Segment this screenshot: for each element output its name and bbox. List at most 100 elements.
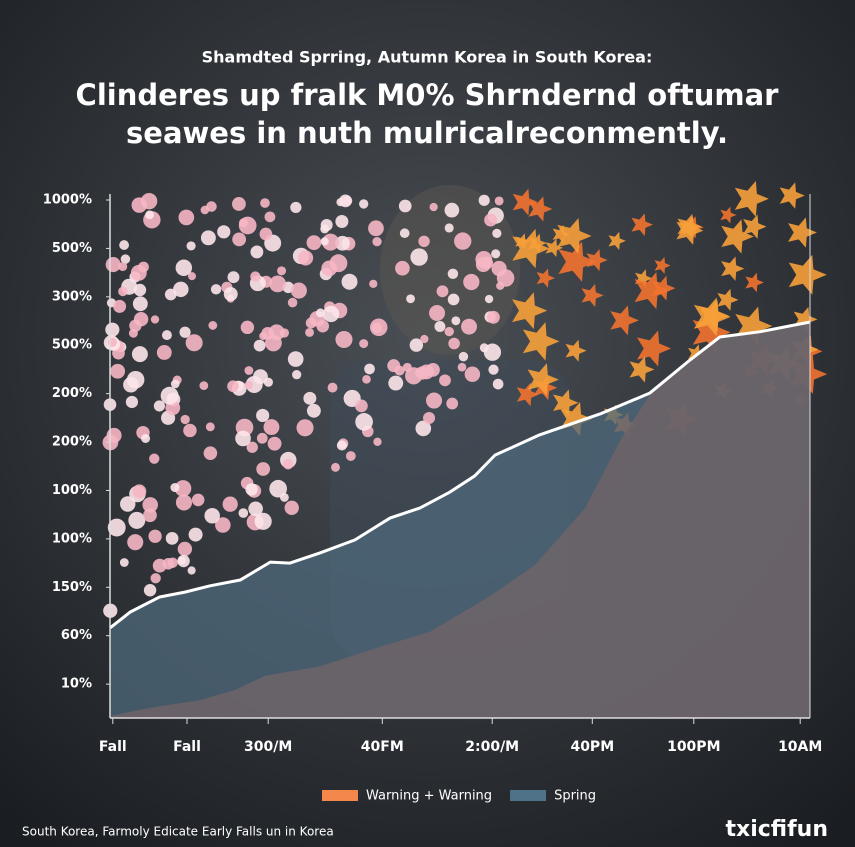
blossom [110,363,126,379]
x-tick-label: 100PM [667,739,720,755]
leaf [720,206,737,224]
blossom [359,339,369,349]
leaf [553,389,579,417]
blossom [170,379,180,389]
blossom [420,334,429,344]
blossom [296,419,314,437]
blossom [150,315,160,324]
blossom [118,286,128,297]
x-tick-label: 40FM [361,739,404,755]
blossom [287,351,304,367]
y-tick-label: 100% [52,531,92,546]
decoration [102,180,828,618]
blossom [429,202,438,212]
blossom [444,223,454,233]
brand: txicfifun [726,817,829,842]
blossom [496,281,505,290]
blossom [183,423,197,438]
blossom [206,201,217,212]
blossom [447,268,459,280]
blossom [105,322,120,337]
blossom [269,275,287,293]
leaf [745,272,764,293]
blossom [444,326,454,337]
leaf [717,288,739,311]
blossom [133,311,149,327]
blossom [488,364,499,375]
blossom [336,440,348,451]
leaf [654,257,671,274]
blossom [127,534,144,551]
blossom [256,462,271,476]
leaf [536,268,555,288]
blossom [277,266,287,276]
leaf [512,292,548,330]
blossom [253,369,268,384]
blossom [253,339,266,352]
blossom [345,451,356,461]
blossom [132,484,147,499]
blossom [478,194,490,206]
blossom [185,334,203,352]
blossom [494,196,504,206]
leaf [721,256,745,281]
blossom [372,236,382,247]
blossom [457,362,467,372]
blossom [425,392,443,409]
blossom [284,500,299,516]
blossom [165,532,179,545]
blossom [118,262,128,272]
blossom [298,250,314,266]
blossom [368,220,384,237]
y-tick-label: 500% [52,241,92,256]
blossom [454,232,472,250]
blossom [355,413,373,431]
blossom [217,225,231,239]
leaf [545,238,563,258]
blossom [355,399,368,413]
blossom [246,441,258,453]
leaf [788,217,817,248]
blossom [119,240,129,251]
y-tick-label: 100% [52,483,92,498]
blossom [306,403,321,418]
blossom [429,305,446,322]
leaf [651,275,676,301]
blossom [267,436,282,451]
blossom [269,479,287,498]
blossom [161,330,172,341]
blossom [120,254,131,264]
leaf [734,180,769,217]
blossom [261,327,275,340]
leaf [586,249,608,272]
blossom [256,432,268,444]
blossom [175,494,193,511]
blossom [113,299,127,313]
blossom [130,264,147,281]
leaf [788,254,827,295]
blossom [177,541,193,557]
leaf [677,213,702,240]
leaf [721,219,754,254]
x-tick-label: 10AM [778,739,822,755]
blossom [388,375,404,391]
leaf [610,305,639,336]
leaf [631,213,653,236]
blossom [244,380,253,390]
blossom [248,501,263,517]
blossom [238,218,249,228]
blossom [200,230,216,246]
blossom [131,197,147,213]
x-tick-label: Fall [173,739,201,755]
blossom [451,316,461,326]
blossom [303,391,317,405]
leaf [516,382,540,407]
blossom [405,367,423,385]
blossom [409,338,424,352]
blossom [173,281,189,298]
blossom [125,395,139,409]
plot: 10% 60% 150% 100% 100% 200% 200% 500% 300% 500% 10… [43,193,823,756]
blossom [250,245,264,259]
blossom [175,259,193,276]
footer: South Korea, Farmoly Edicate Early Falls… [22,825,334,839]
